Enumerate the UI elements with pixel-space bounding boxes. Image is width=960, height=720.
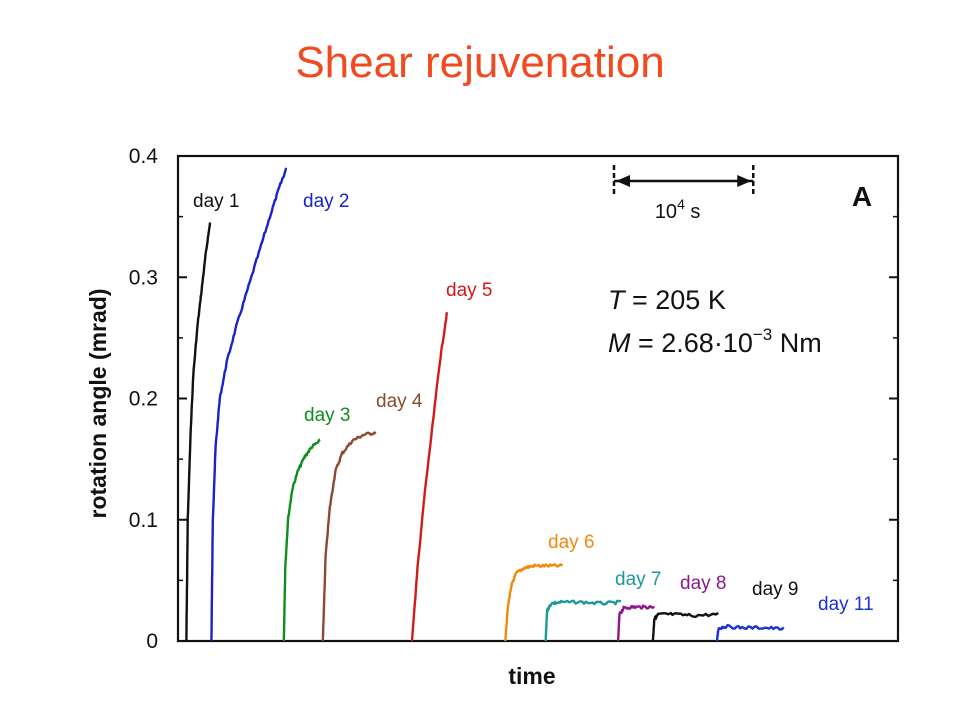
series-line-day-3 [282, 438, 321, 642]
series-label-day-7: day 7 [615, 569, 661, 590]
series-label-day-9: day 9 [752, 579, 798, 600]
y-tick-label: 0.4 [129, 145, 159, 168]
series-line-day-9 [651, 611, 719, 642]
series-line-day-8 [616, 604, 656, 642]
plot-area: 0 0.1 0.2 0.3 0.4 rotation angle (mrad) time A 1… [85, 145, 900, 689]
scale-bar-label: 104 s [655, 196, 701, 223]
panel-label: A [852, 181, 872, 212]
series-label-day-3: day 3 [304, 405, 350, 426]
series-label-day-4: day 4 [376, 391, 423, 412]
torque-annotation: M = 2.68·10−3 Nm [608, 325, 822, 358]
y-axis-title: rotation angle (mrad) [85, 288, 111, 518]
series-line-day-6 [504, 563, 564, 642]
y-tick-label: 0 [146, 630, 158, 653]
y-tick-label: 0.3 [129, 266, 158, 289]
series-line-day-2 [210, 167, 288, 642]
series-label-day-5: day 5 [446, 280, 492, 301]
scale-bar-arrow-right [737, 175, 752, 187]
series-label-day-2: day 2 [303, 191, 349, 212]
series-line-day-7 [544, 599, 622, 642]
series-label-day-11: day 11 [818, 594, 874, 615]
series-label-day-8: day 8 [680, 573, 726, 594]
series-line-day-1 [185, 222, 212, 642]
temperature-annotation: T = 205 K [608, 285, 726, 315]
y-tick-label: 0.2 [129, 388, 158, 411]
series-line-day-4 [321, 431, 377, 642]
scale-bar-arrow-left [616, 175, 630, 187]
series-line-day-5 [410, 312, 448, 642]
series-label-day-6: day 6 [548, 532, 594, 553]
series-label-day-1: day 1 [193, 191, 239, 212]
x-axis-title: time [508, 663, 555, 689]
slide-title: Shear rejuvenation [295, 38, 665, 87]
series-line-day-11 [715, 624, 785, 642]
y-tick-label: 0.1 [129, 509, 158, 532]
